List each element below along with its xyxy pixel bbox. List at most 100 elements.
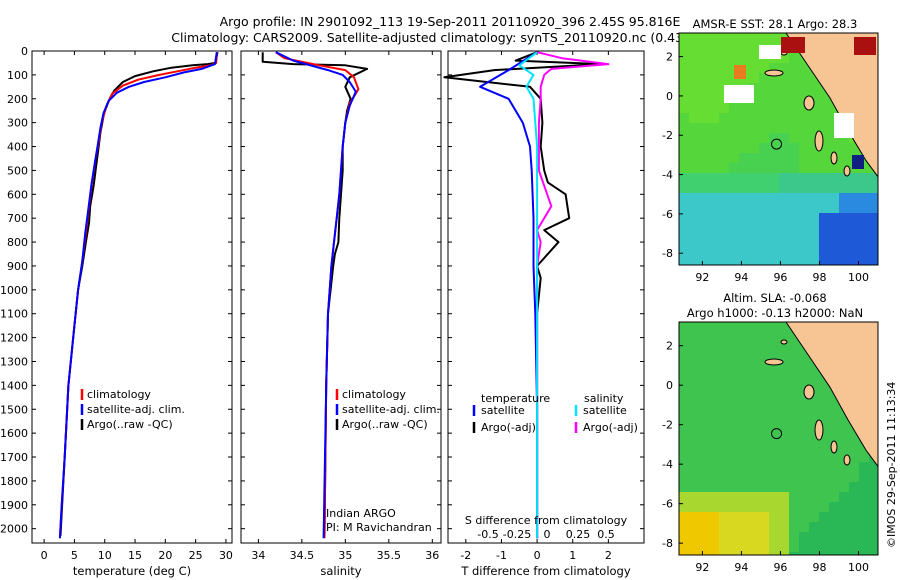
sla-map-cell xyxy=(679,382,689,392)
sla-map-cell xyxy=(789,382,799,392)
diff-top-xtick-label: 0.25 xyxy=(566,528,591,541)
sst-map-cell xyxy=(809,203,819,213)
sst-map-cell xyxy=(789,53,799,63)
sla-map-cell xyxy=(759,402,769,412)
sst-map-cell xyxy=(679,143,689,153)
sst-map-cell xyxy=(819,193,829,203)
sst-map-cell xyxy=(729,133,739,143)
sla-map-cell xyxy=(849,522,859,532)
sla-map-cell xyxy=(769,532,779,542)
sla-map-cell xyxy=(779,362,789,372)
sst-map-cell xyxy=(779,103,789,113)
sla-map-cell xyxy=(719,502,729,512)
sst-map-cell xyxy=(799,133,809,143)
sla-map-cell xyxy=(809,452,819,462)
sla-map-cell xyxy=(689,502,699,512)
sst-map-cell xyxy=(849,263,859,265)
sla-map-cell xyxy=(789,432,799,442)
sst-island xyxy=(830,151,838,165)
sla-map-title: Altim. SLA: -0.068 xyxy=(723,291,827,305)
sla-map-cell xyxy=(719,402,729,412)
diff-top-xlabel: S difference from climatology xyxy=(465,514,628,527)
depth-tick-label: 1000 xyxy=(0,284,28,297)
salinity-legend-label: satellite-adj. clim. xyxy=(342,403,440,416)
sst-map-cell xyxy=(869,203,878,213)
sla-map-cell xyxy=(769,392,779,402)
sst-map-cell xyxy=(699,243,709,253)
sst-map-cell xyxy=(799,143,809,153)
sla-map-cell xyxy=(839,422,849,432)
sla-map-cell xyxy=(729,502,739,512)
sla-map-cell xyxy=(799,402,809,412)
sla-ytick-label: 0 xyxy=(666,379,673,392)
sst-ytick-label: -2 xyxy=(662,129,673,142)
sst-map-cell xyxy=(679,63,689,73)
sst-map-cell xyxy=(769,213,779,223)
sla-map-cell xyxy=(679,532,689,542)
sla-map-cell xyxy=(809,412,819,422)
temperature-xtick-label: 5 xyxy=(71,549,78,562)
sla-map-cell xyxy=(859,512,869,522)
sst-map-cell xyxy=(709,73,719,83)
sst-hot-patch xyxy=(781,37,805,53)
sst-map-cell xyxy=(719,63,729,73)
sla-map-cell xyxy=(809,382,819,392)
sla-map-cell xyxy=(759,462,769,472)
sla-map-cell xyxy=(789,362,799,372)
depth-tick-label: 2000 xyxy=(0,523,28,536)
sla-map-cell xyxy=(699,492,709,502)
sst-map-cell xyxy=(769,113,779,123)
sla-map-cell xyxy=(809,532,819,542)
sst-map-cell xyxy=(749,183,759,193)
sst-map-cell xyxy=(779,223,789,233)
sla-map-cell xyxy=(689,472,699,482)
sst-map-cell xyxy=(769,173,779,183)
sla-map-cell xyxy=(789,532,799,542)
sst-map-cell xyxy=(689,133,699,143)
sst-map-cell xyxy=(749,133,759,143)
sla-map-cell xyxy=(739,422,749,432)
sla-map-cell xyxy=(679,442,689,452)
sst-map-cell xyxy=(699,223,709,233)
sst-map-cell xyxy=(719,53,729,63)
sla-map-cell xyxy=(769,472,779,482)
sla-map-cell xyxy=(769,422,779,432)
sst-map-cell xyxy=(689,203,699,213)
sla-map-cell xyxy=(869,492,878,502)
sla-map-cell xyxy=(849,482,859,492)
sla-map-cell xyxy=(829,542,839,552)
sla-map-cell xyxy=(789,452,799,462)
sla-map-cell xyxy=(679,412,689,422)
sla-map-cell xyxy=(679,362,689,372)
sla-map-cell xyxy=(739,352,749,362)
salinity-annotation-line2: PI: M Ravichandran xyxy=(326,521,432,534)
sst-map-cell xyxy=(819,253,829,263)
sla-map-cell xyxy=(809,372,819,382)
sst-map-cell xyxy=(689,93,699,103)
sst-map-cell xyxy=(729,153,739,163)
sst-map-cell xyxy=(859,233,869,243)
sla-map-cell xyxy=(719,542,729,552)
sla-map-cell xyxy=(779,412,789,422)
sla-map-cell xyxy=(789,402,799,412)
sst-map-cell xyxy=(769,163,779,173)
sst-map-cell xyxy=(779,143,789,153)
sla-map-cell xyxy=(829,492,839,502)
sla-map-cell xyxy=(769,512,779,522)
sla-map-cell xyxy=(709,362,719,372)
sst-map-cell xyxy=(779,73,789,83)
sla-map-cell xyxy=(739,482,749,492)
sla-map-cell xyxy=(799,432,809,442)
sst-map-cell xyxy=(739,33,749,43)
sla-map-cell xyxy=(749,442,759,452)
depth-tick-label: 400 xyxy=(7,141,28,154)
sst-map-cell xyxy=(749,243,759,253)
sst-map-cell xyxy=(699,133,709,143)
sst-map-cell xyxy=(769,233,779,243)
sla-map-cell xyxy=(819,492,829,502)
sla-ytick-label: -2 xyxy=(662,419,673,432)
sst-map-cell xyxy=(789,93,799,103)
sst-map-cell xyxy=(709,163,719,173)
sst-map-cell xyxy=(729,113,739,123)
salinity-xtick-label: 34 xyxy=(251,549,265,562)
